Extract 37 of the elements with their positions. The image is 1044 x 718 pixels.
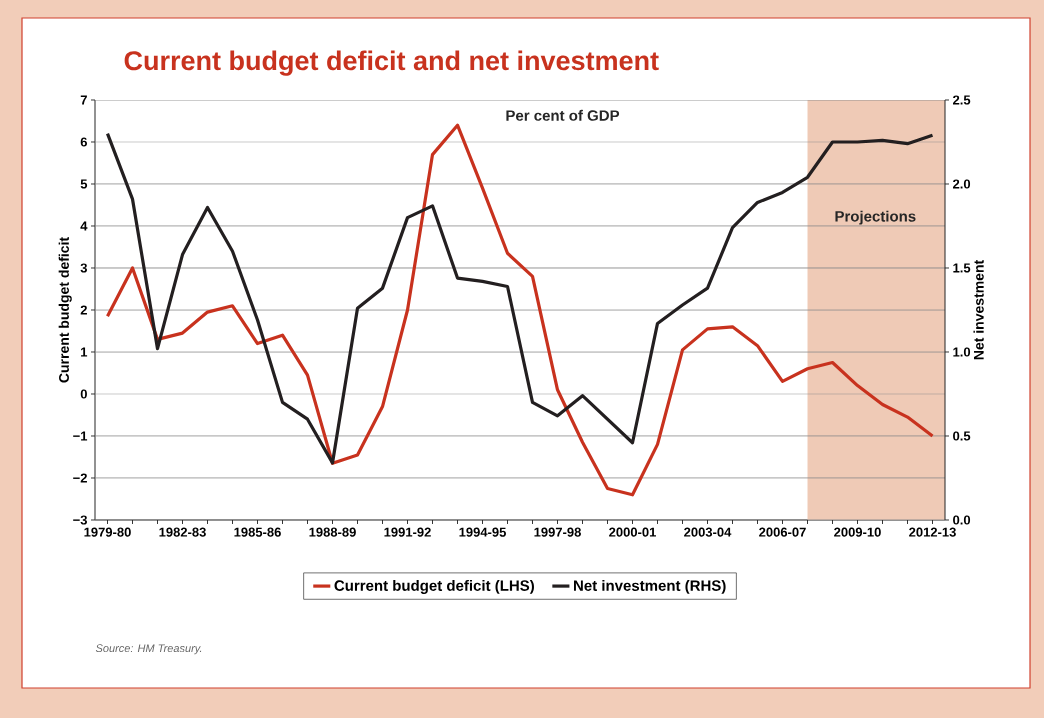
y-tick-label: 7 [80,95,87,105]
y-tick-label: −1 [73,431,88,441]
x-tick-label: 1994-95 [459,527,506,537]
y2-tick-label: 1.5 [953,263,971,273]
y2-tick-label: 1.0 [953,347,971,357]
x-tick-label: 1979-80 [84,527,131,537]
x-tick-label: 1985-86 [234,527,281,537]
y-tick-label: 6 [80,137,87,147]
x-tick-label: 1997-98 [534,527,581,537]
x-tick-label: 1982-83 [159,527,206,537]
y2-tick-label: 0.5 [953,431,971,441]
y-tick-label: −2 [73,473,87,483]
x-tick-label: 1988-89 [309,527,356,537]
y-axis-title: Current budget deficit [58,237,72,383]
x-tick-label: 2009-10 [834,527,881,537]
x-tick-label: 2000-01 [609,527,656,537]
y2-tick-label: 2.5 [953,95,971,105]
y2-axis-title: Net investment [973,260,984,360]
y-tick-label: 1 [81,347,88,357]
y2-tick-label: 2.0 [953,179,971,189]
y-tick-label: 5 [80,179,88,189]
y-tick-label: 4 [80,221,88,231]
y-tick-label: 2 [80,305,87,315]
x-tick-label: 2006-07 [759,527,806,537]
y2-tick-label: 0.0 [953,515,971,525]
annotation: Per cent of GDP [506,109,620,121]
chart-title: Current budget deficit and net investment [124,50,659,76]
y-tick-label: 0 [80,389,87,399]
y-tick-label: 3 [80,263,87,273]
annotation: Projections [835,210,916,225]
legend-label: Current budget deficit (LHS) [334,579,534,594]
x-tick-label: 2003-04 [684,527,732,537]
x-tick-label: 2012-13 [909,527,956,537]
source-note: Source: HM Treasury. [95,644,202,655]
legend-label: Net investment (RHS) [574,579,726,594]
x-tick-label: 1991-92 [384,527,431,537]
y-tick-label: −3 [73,515,87,525]
